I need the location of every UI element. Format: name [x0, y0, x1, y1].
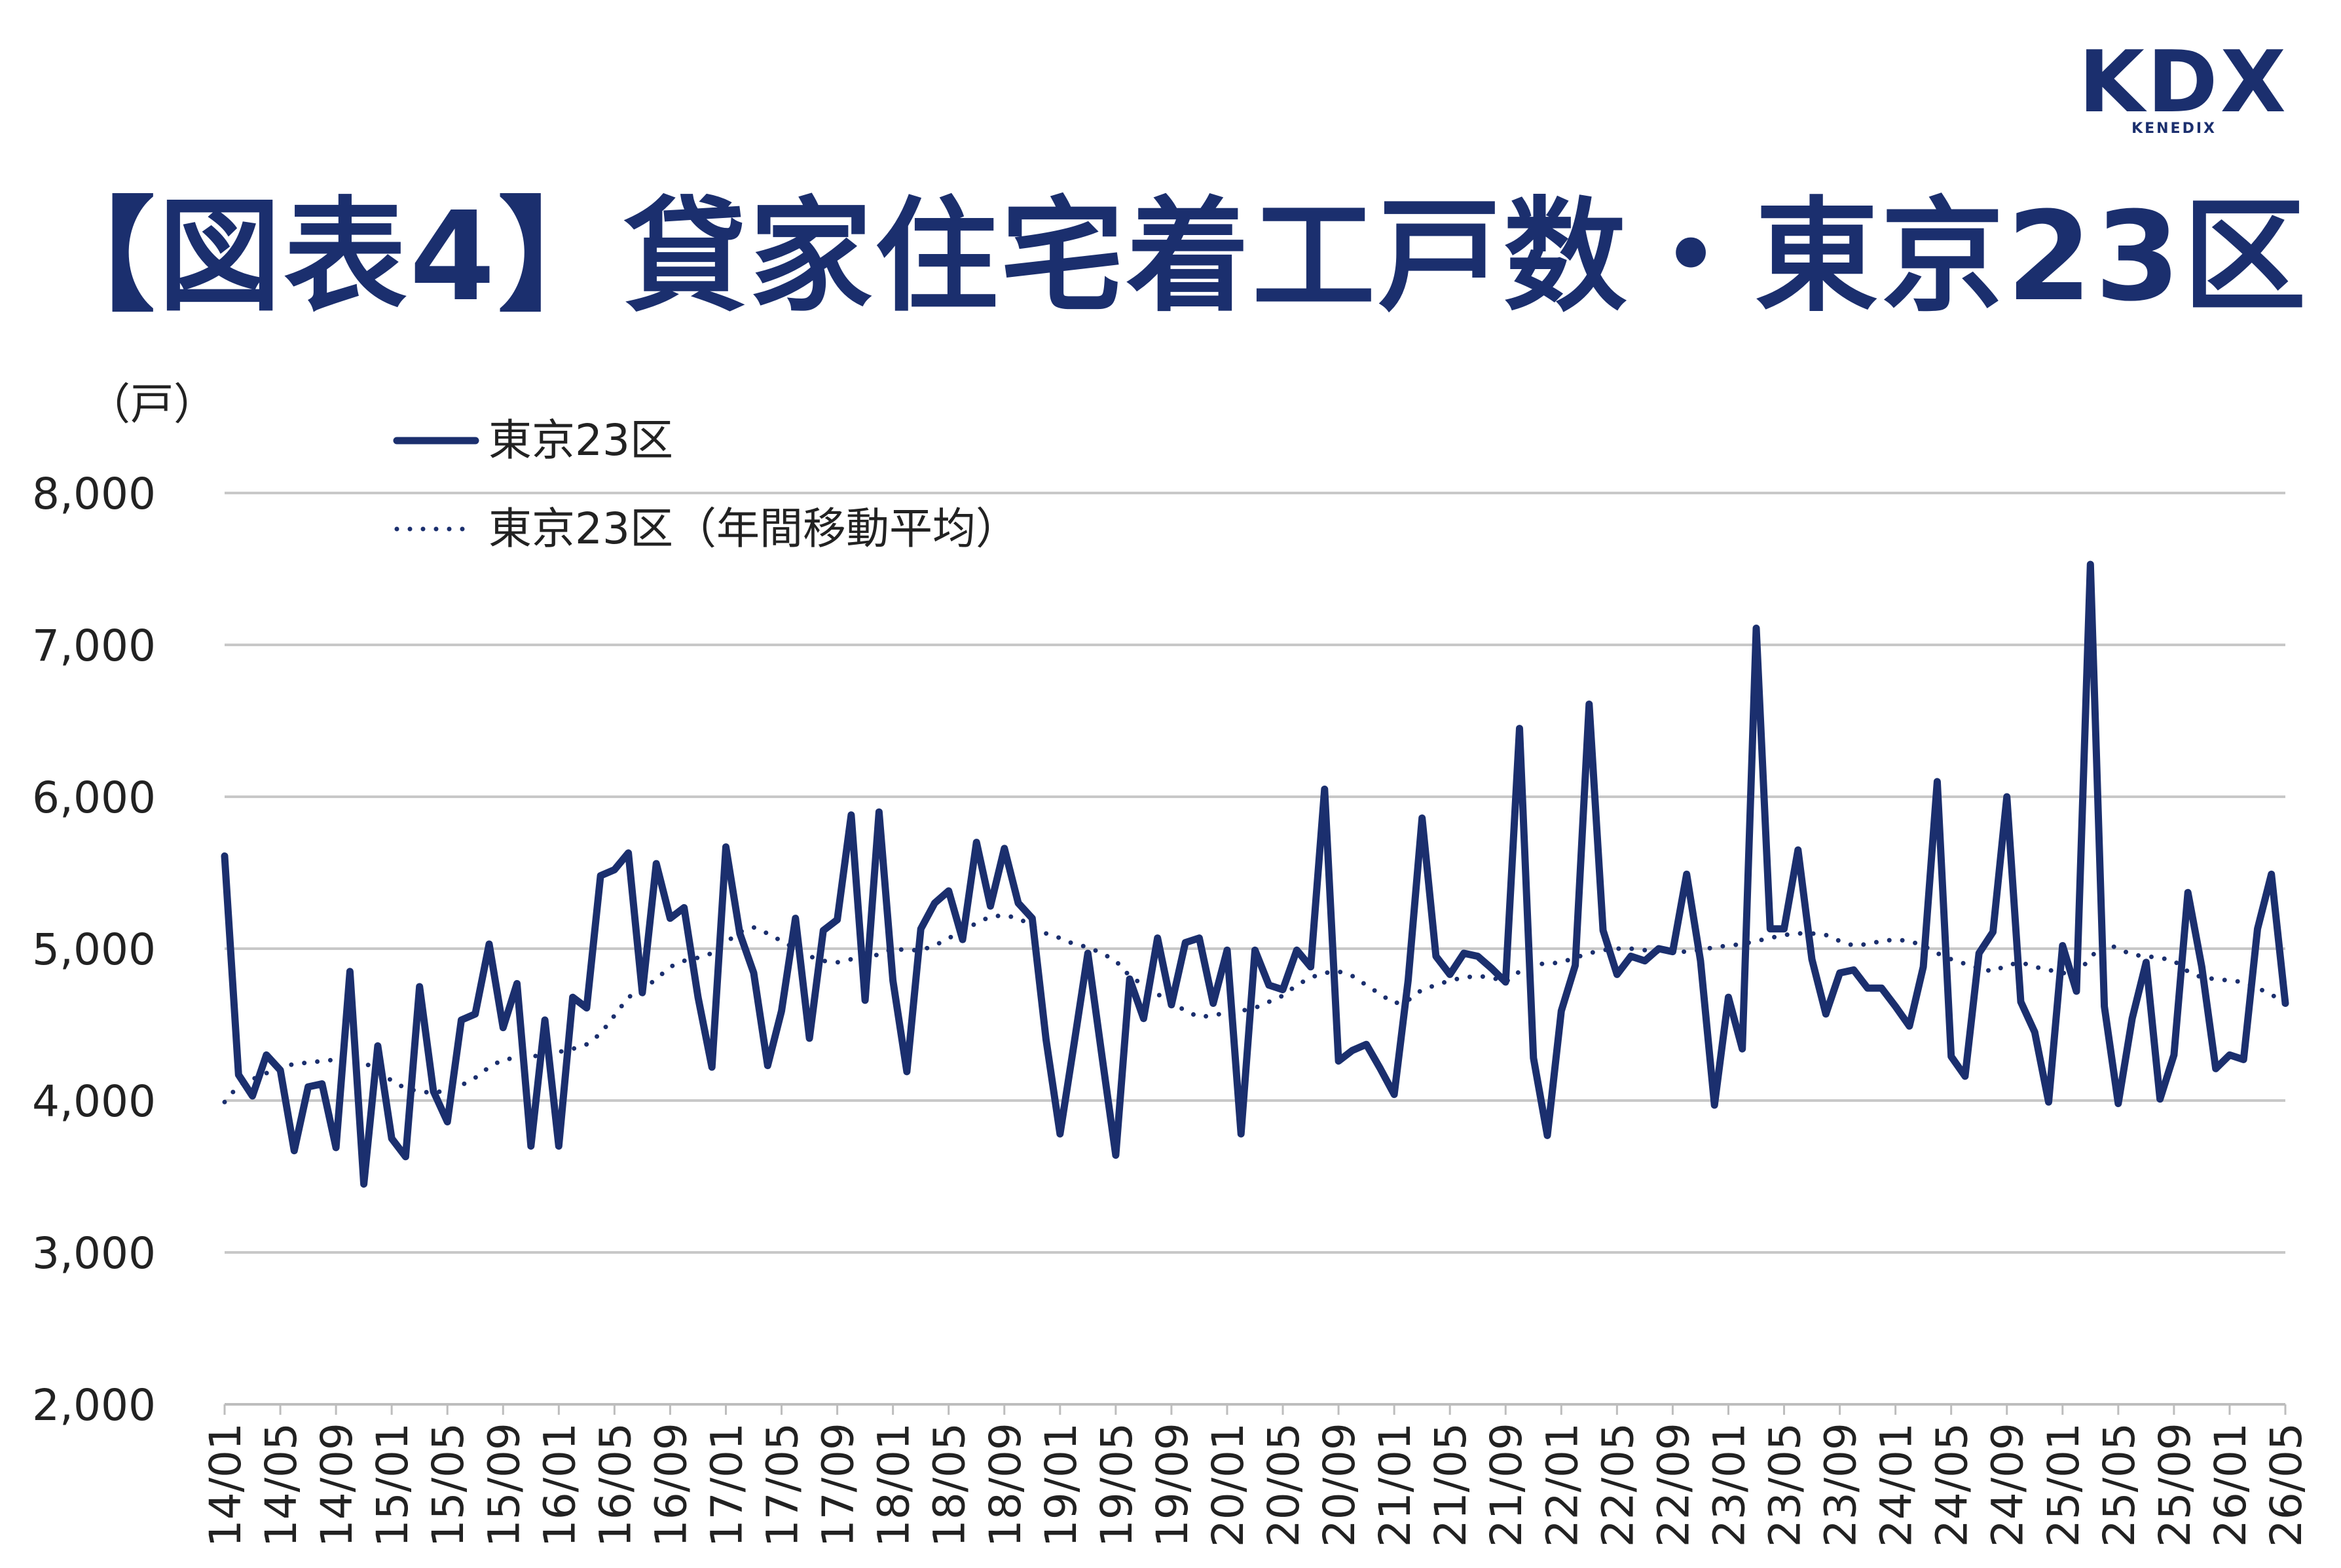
y-axis-label: （戸） — [87, 379, 217, 429]
legend-label: 東京23区 — [488, 415, 673, 465]
logo-subtitle: KENEDIX — [2131, 120, 2217, 137]
x-tick-label: 14/01 — [200, 1423, 251, 1547]
x-tick-label: 21/09 — [1481, 1423, 1532, 1547]
y-tick-label: 4,000 — [32, 1076, 156, 1127]
x-tick-label: 22/01 — [1537, 1423, 1587, 1547]
x-tick-label: 18/05 — [925, 1423, 975, 1547]
x-tick-label: 15/05 — [423, 1423, 473, 1547]
x-tick-label: 23/09 — [1816, 1423, 1866, 1547]
legend-label: 東京23区（年間移動平均） — [488, 503, 1019, 554]
x-tick-label: 24/01 — [1871, 1423, 1922, 1547]
x-tick-label: 18/01 — [869, 1423, 919, 1547]
logo-mark: KDX — [2078, 32, 2289, 132]
x-axis: 14/01 14/05 14/09 15/01 15/05 15/09 16/01 16/05… — [200, 1404, 2312, 1547]
x-tick-label: 25/09 — [2150, 1423, 2200, 1547]
x-tick-label: 19/05 — [1092, 1423, 1142, 1547]
x-tick-label: 17/01 — [701, 1423, 752, 1547]
x-tick-label: 20/05 — [1259, 1423, 1309, 1547]
kdx-logo: KDX KENEDIX — [2078, 39, 2289, 137]
x-tick-label: 22/05 — [1593, 1423, 1643, 1547]
series-lines — [221, 560, 2289, 1188]
y-tick-label: 3,000 — [32, 1228, 156, 1279]
x-tick-label: 16/01 — [534, 1423, 585, 1547]
y-tick-label: 2,000 — [32, 1380, 156, 1431]
x-tick-label: 15/09 — [479, 1423, 529, 1547]
y-tick-label: 8,000 — [32, 469, 156, 519]
x-tick-label: 17/09 — [813, 1423, 864, 1547]
y-axis: 2,000 3,000 4,000 5,000 6,000 7,000 8,000 （戸） — [32, 379, 217, 1431]
x-tick-label: 25/05 — [2094, 1423, 2145, 1547]
x-tick-label: 23/01 — [1704, 1423, 1754, 1547]
x-tick-label: 20/09 — [1314, 1423, 1365, 1547]
x-tick-label: 14/05 — [256, 1423, 306, 1547]
x-tick-label: 16/05 — [590, 1423, 640, 1547]
x-tick-label: 25/01 — [2038, 1423, 2089, 1547]
x-tick-label: 26/01 — [2205, 1423, 2256, 1547]
x-tick-label: 21/05 — [1426, 1423, 1476, 1547]
x-tick-label: 15/01 — [367, 1423, 418, 1547]
x-tick-label: 24/09 — [1983, 1423, 2033, 1547]
x-tick-label: 16/09 — [646, 1423, 696, 1547]
series-line-tokyo23 — [221, 560, 2289, 1188]
y-tick-label: 6,000 — [32, 773, 156, 823]
x-tick-label: 22/09 — [1648, 1423, 1699, 1547]
x-tick-label: 26/05 — [2261, 1423, 2312, 1547]
y-tick-label: 7,000 — [32, 621, 156, 671]
x-tick-label: 17/05 — [758, 1423, 808, 1547]
x-tick-label: 20/01 — [1203, 1423, 1253, 1547]
x-tick-label: 19/09 — [1147, 1423, 1198, 1547]
x-tick-label: 24/05 — [1927, 1423, 1978, 1547]
y-tick-label: 5,000 — [32, 924, 156, 975]
x-tick-label: 19/01 — [1036, 1423, 1086, 1547]
chart-title: 【図表4】貸家住宅着工戸数・東京23区 — [32, 185, 2309, 329]
x-tick-label: 21/01 — [1370, 1423, 1420, 1547]
x-tick-label: 18/09 — [980, 1423, 1031, 1547]
x-tick-label: 23/05 — [1760, 1423, 1811, 1547]
x-tick-label: 14/09 — [312, 1423, 362, 1547]
